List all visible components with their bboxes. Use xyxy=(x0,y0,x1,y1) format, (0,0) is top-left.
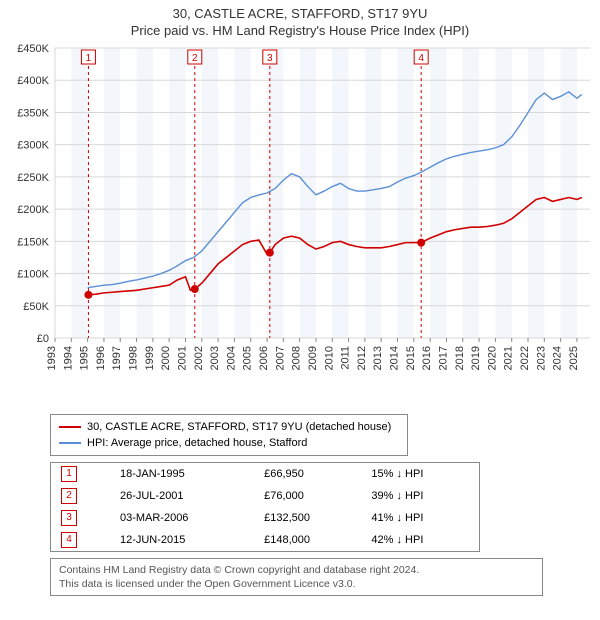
x-tick-label: 2019 xyxy=(470,346,482,370)
x-tick-label: 2025 xyxy=(568,346,580,370)
x-tick-label: 2004 xyxy=(225,346,237,370)
y-tick-label: £250K xyxy=(17,172,49,184)
x-tick-label: 2021 xyxy=(503,346,515,370)
legend-swatch xyxy=(59,426,81,428)
y-tick-label: £0 xyxy=(37,333,49,345)
sale-hpi-delta: 39% ↓ HPI xyxy=(361,485,479,507)
footer-line-2: This data is licensed under the Open Gov… xyxy=(59,577,534,591)
x-tick-label: 2012 xyxy=(356,346,368,370)
y-tick-label: £50K xyxy=(23,301,49,313)
legend-row: 30, CASTLE ACRE, STAFFORD, ST17 9YU (det… xyxy=(59,419,399,435)
chart-title-sub: Price paid vs. HM Land Registry's House … xyxy=(0,23,600,38)
sale-marker-number: 2 xyxy=(192,53,198,64)
x-tick-label: 1993 xyxy=(46,346,58,370)
sale-marker-number: 4 xyxy=(418,53,424,64)
sale-price: £66,950 xyxy=(254,463,361,486)
x-tick-label: 2022 xyxy=(519,346,531,370)
y-tick-label: £200K xyxy=(17,204,49,216)
x-tick-label: 2024 xyxy=(552,346,564,370)
x-tick-label: 2001 xyxy=(176,346,188,370)
sale-hpi-delta: 41% ↓ HPI xyxy=(361,507,479,529)
sales-table: 1 18-JAN-1995£66,95015% ↓ HPI 2 26-JUL-2001… xyxy=(50,462,480,552)
sale-hpi-delta: 42% ↓ HPI xyxy=(361,529,479,552)
sale-date: 03-MAR-2006 xyxy=(110,507,254,529)
x-tick-label: 1996 xyxy=(95,346,107,370)
x-tick-label: 2023 xyxy=(535,346,547,370)
legend-row: HPI: Average price, detached house, Staf… xyxy=(59,435,399,451)
sale-date: 26-JUL-2001 xyxy=(110,485,254,507)
sale-dot xyxy=(417,239,425,247)
x-tick-label: 1998 xyxy=(128,346,140,370)
x-tick-label: 2008 xyxy=(291,346,303,370)
x-tick-label: 2015 xyxy=(405,346,417,370)
table-row: 3 03-MAR-2006£132,50041% ↓ HPI xyxy=(51,507,480,529)
x-tick-label: 1997 xyxy=(111,346,123,370)
x-tick-label: 2013 xyxy=(372,346,384,370)
sale-marker-badge: 4 xyxy=(61,532,77,548)
table-row: 4 12-JUN-2015£148,00042% ↓ HPI xyxy=(51,529,480,552)
legend-label: 30, CASTLE ACRE, STAFFORD, ST17 9YU (det… xyxy=(87,421,391,433)
y-tick-label: £450K xyxy=(17,43,49,55)
sale-marker-badge: 2 xyxy=(61,488,77,504)
y-tick-label: £350K xyxy=(17,107,49,119)
sale-date: 12-JUN-2015 xyxy=(110,529,254,552)
sale-price: £148,000 xyxy=(254,529,361,552)
attribution-footer: Contains HM Land Registry data © Crown c… xyxy=(50,558,543,596)
y-tick-label: £150K xyxy=(17,236,49,248)
x-tick-label: 2020 xyxy=(486,346,498,370)
x-tick-label: 1994 xyxy=(62,346,74,370)
x-tick-label: 1999 xyxy=(144,346,156,370)
sale-marker-badge: 3 xyxy=(61,510,77,526)
table-row: 2 26-JUL-2001£76,00039% ↓ HPI xyxy=(51,485,480,507)
footer-line-1: Contains HM Land Registry data © Crown c… xyxy=(59,563,534,577)
legend-label: HPI: Average price, detached house, Staf… xyxy=(87,437,307,449)
x-tick-label: 2000 xyxy=(160,346,172,370)
x-tick-label: 2014 xyxy=(389,346,401,370)
x-tick-label: 2002 xyxy=(193,346,205,370)
sale-dot xyxy=(266,249,274,257)
x-tick-label: 2010 xyxy=(323,346,335,370)
x-tick-label: 1995 xyxy=(79,346,91,370)
sale-dot xyxy=(84,291,92,299)
y-tick-label: £300K xyxy=(17,140,49,152)
x-tick-label: 2017 xyxy=(437,346,449,370)
chart-area: £0 £50K £100K £150K £200K £250K £300K £350K £400… xyxy=(0,38,600,408)
sale-price: £76,000 xyxy=(254,485,361,507)
table-row: 1 18-JAN-1995£66,95015% ↓ HPI xyxy=(51,463,480,486)
y-tick-label: £400K xyxy=(17,75,49,87)
x-tick-label: 2006 xyxy=(258,346,270,370)
x-tick-label: 2009 xyxy=(307,346,319,370)
x-tick-label: 2018 xyxy=(454,346,466,370)
x-tick-label: 2005 xyxy=(242,346,254,370)
sale-date: 18-JAN-1995 xyxy=(110,463,254,486)
sale-marker-badge: 1 xyxy=(61,466,77,482)
sale-marker-number: 1 xyxy=(86,53,92,64)
legend-swatch xyxy=(59,442,81,444)
x-tick-label: 2011 xyxy=(340,346,352,370)
chart-title-address: 30, CASTLE ACRE, STAFFORD, ST17 9YU xyxy=(0,6,600,21)
x-tick-label: 2007 xyxy=(274,346,286,370)
sale-hpi-delta: 15% ↓ HPI xyxy=(361,463,479,486)
x-tick-label: 2016 xyxy=(421,346,433,370)
sale-marker-number: 3 xyxy=(267,53,273,64)
x-tick-label: 2003 xyxy=(209,346,221,370)
y-tick-label: £100K xyxy=(17,269,49,281)
sale-price: £132,500 xyxy=(254,507,361,529)
sale-dot xyxy=(191,285,199,293)
legend: 30, CASTLE ACRE, STAFFORD, ST17 9YU (det… xyxy=(50,414,408,456)
